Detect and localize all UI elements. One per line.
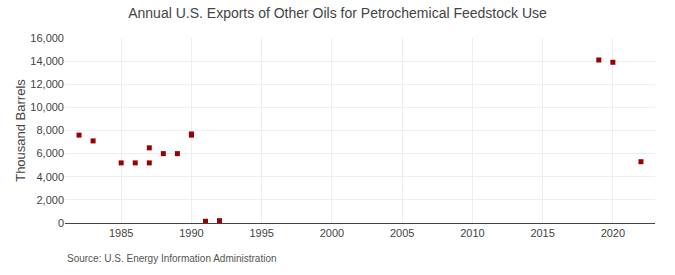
svg-text:14,000: 14,000 [30,55,64,67]
svg-text:12,000: 12,000 [30,78,64,90]
svg-text:Source: U.S. Energy Informatio: Source: U.S. Energy Information Administ… [67,253,277,264]
svg-text:2000: 2000 [320,227,344,239]
svg-text:16,000: 16,000 [30,32,64,44]
svg-text:1990: 1990 [179,227,203,239]
svg-text:0: 0 [58,217,64,229]
svg-text:6,000: 6,000 [36,147,64,159]
svg-text:10,000: 10,000 [30,101,64,113]
svg-text:Thousand Barrels: Thousand Barrels [13,79,28,182]
svg-text:2,000: 2,000 [36,194,64,206]
svg-text:8,000: 8,000 [36,124,64,136]
svg-text:2020: 2020 [601,227,625,239]
svg-text:1985: 1985 [109,227,133,239]
svg-text:1995: 1995 [249,227,273,239]
svg-text:2010: 2010 [460,227,484,239]
svg-text:2005: 2005 [390,227,414,239]
svg-text:Annual U.S. Exports of Other O: Annual U.S. Exports of Other Oils for Pe… [128,5,547,21]
svg-text:2015: 2015 [530,227,554,239]
svg-text:4,000: 4,000 [36,171,64,183]
